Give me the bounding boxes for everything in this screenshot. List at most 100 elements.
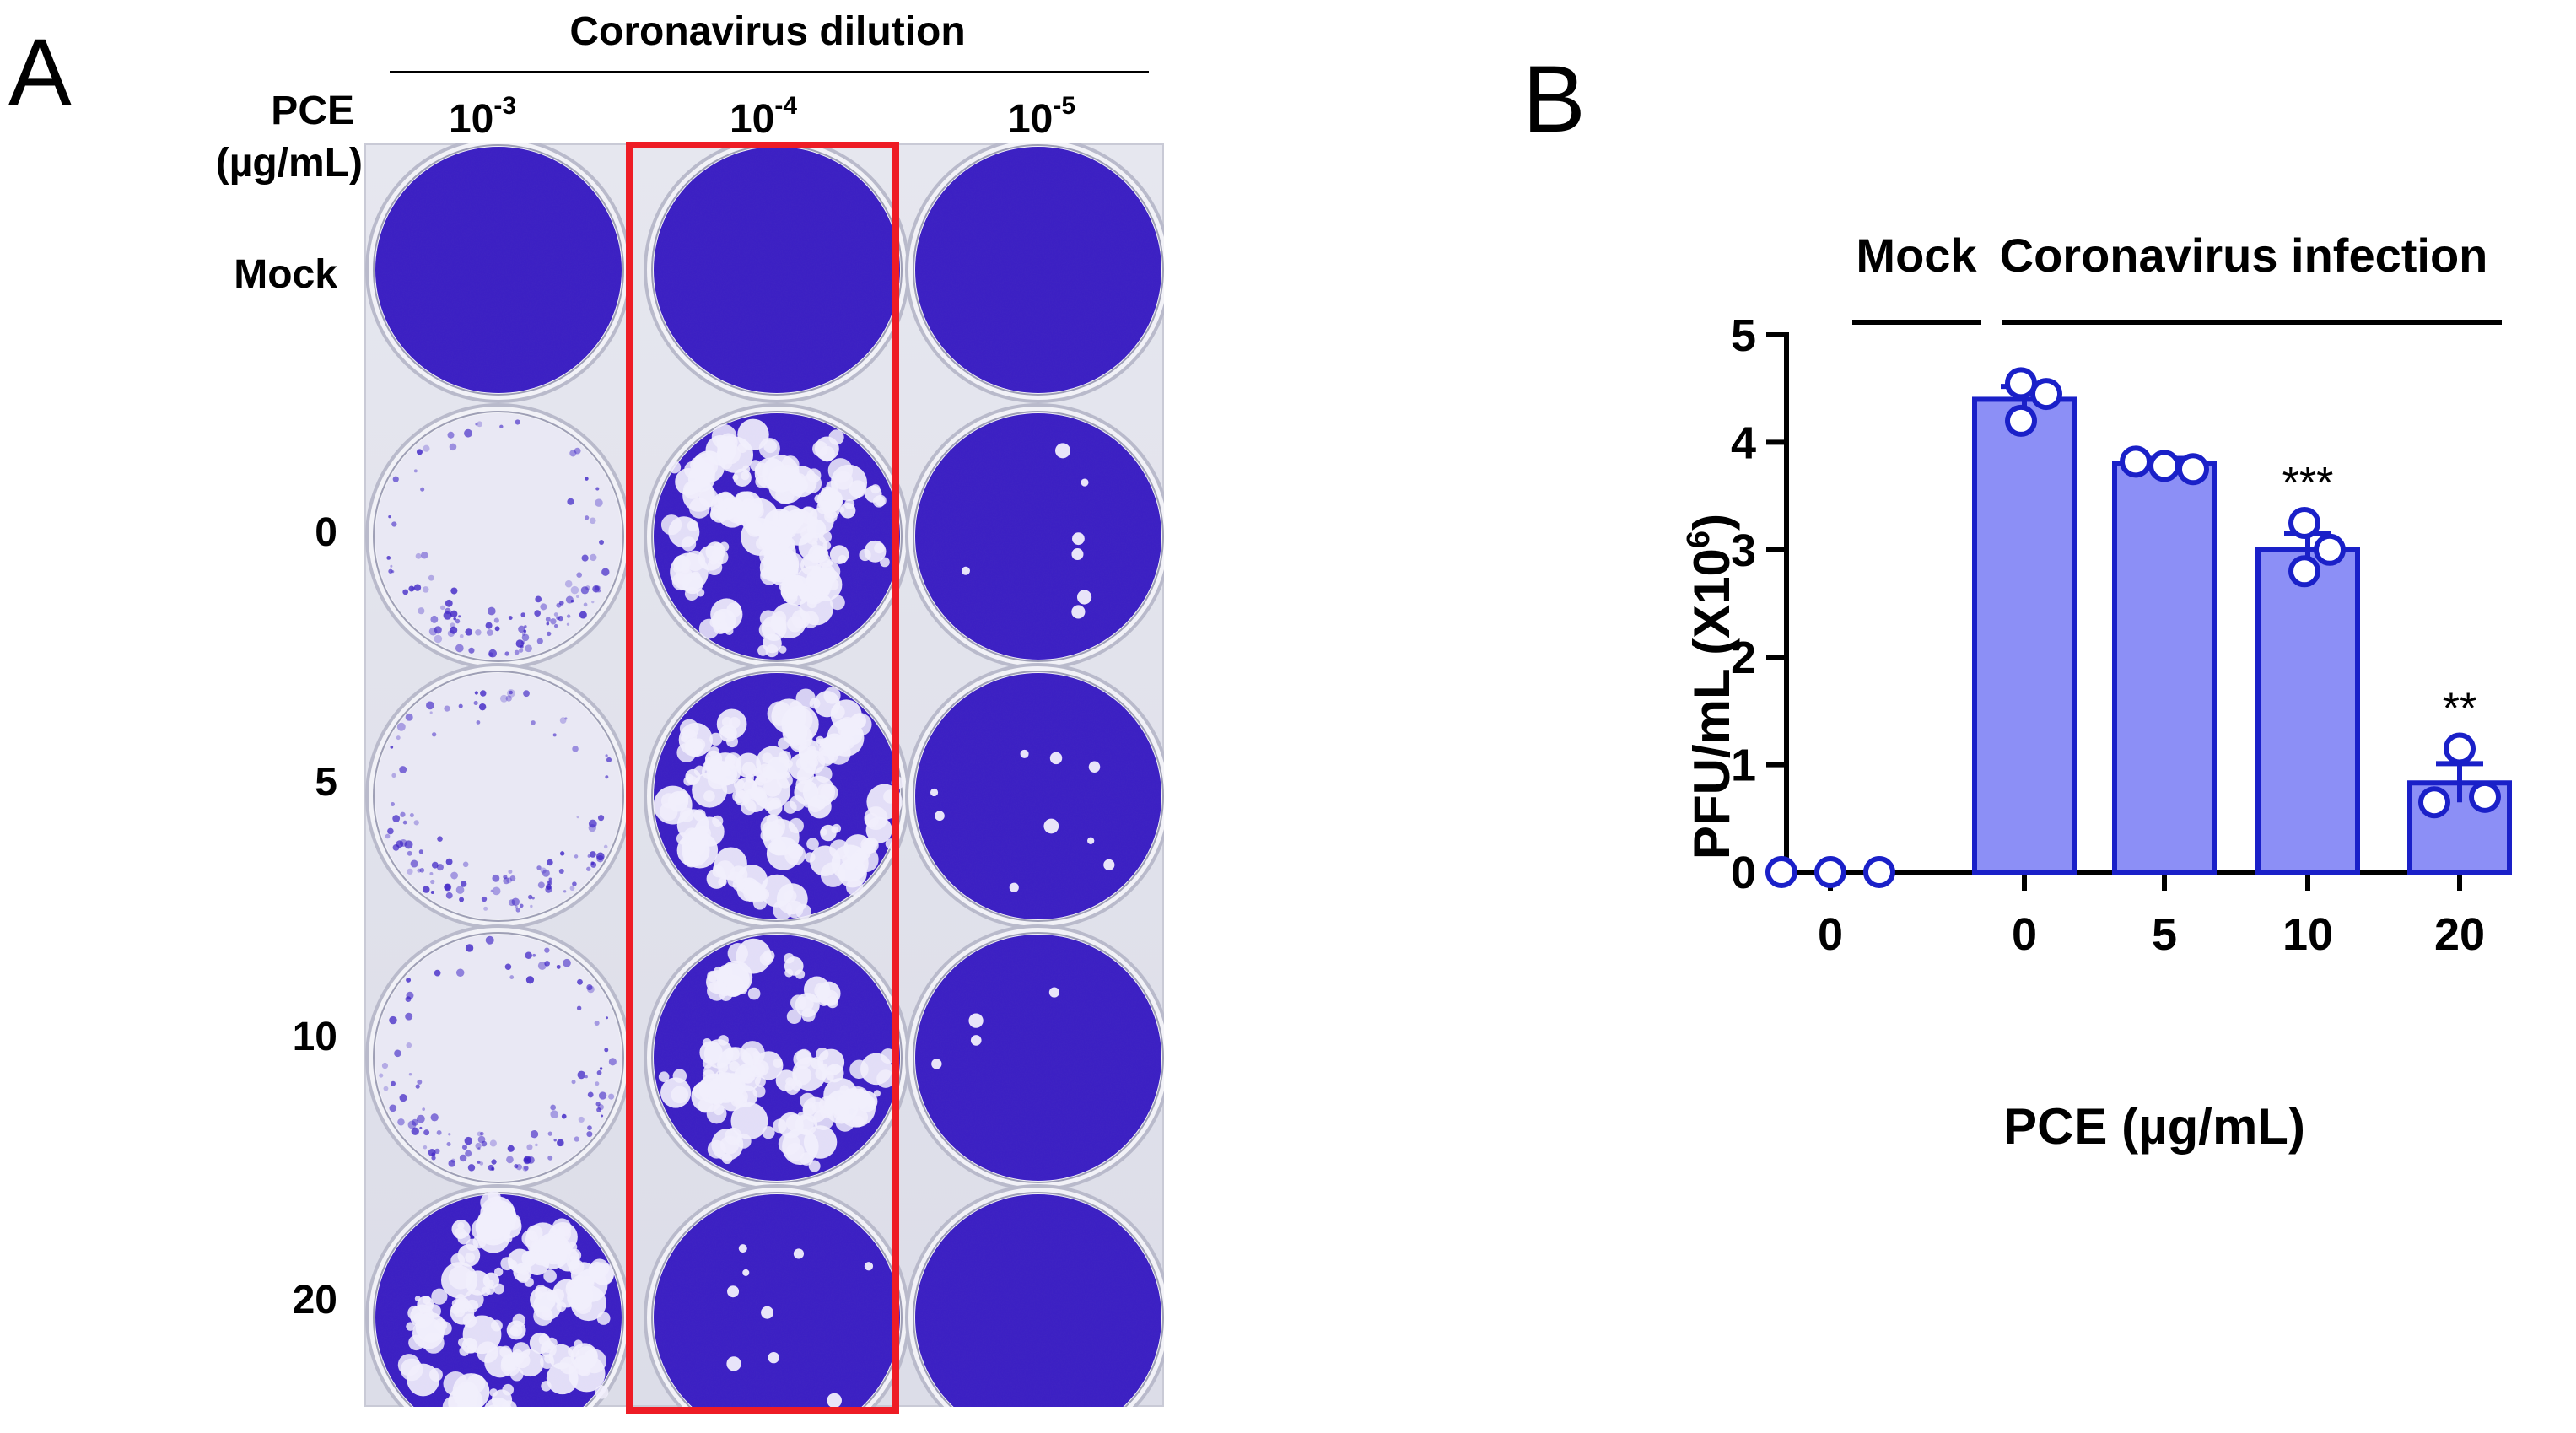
residual-stain	[595, 1081, 600, 1086]
residual-stain	[523, 690, 530, 698]
plaque-lobe	[668, 461, 682, 474]
residual-stain	[556, 964, 561, 969]
x-axis-label: PCE (µg/mL)	[2003, 1098, 2305, 1155]
plaque-lobe	[706, 559, 723, 576]
plaque-lobe	[706, 762, 727, 784]
residual-stain	[490, 889, 494, 893]
residual-stain	[436, 864, 444, 871]
residual-stain	[608, 1093, 615, 1100]
plaque-lobe	[763, 950, 775, 962]
plaque-lobe	[831, 704, 845, 719]
well-inner-rim	[913, 411, 1164, 662]
residual-stain	[550, 1104, 557, 1111]
residual-stain	[430, 1113, 439, 1122]
residual-stain	[413, 820, 419, 826]
residual-stain	[416, 449, 423, 455]
residual-stain	[448, 1160, 456, 1167]
plaque-lobe	[785, 1114, 804, 1132]
plaque-lobe	[733, 510, 749, 526]
plaque-lobe	[509, 1327, 519, 1336]
residual-stain	[492, 886, 501, 896]
plaque	[1020, 749, 1029, 758]
residual-stain	[563, 958, 571, 967]
residual-stain	[519, 648, 524, 653]
residual-stain	[576, 816, 579, 819]
residual-stain	[577, 1070, 586, 1080]
residual-stain	[417, 1079, 423, 1085]
residual-stain	[388, 568, 393, 574]
residual-stain	[422, 886, 430, 893]
residual-stain	[479, 1131, 484, 1136]
well-r2-c2	[644, 403, 910, 670]
residual-stain	[492, 874, 500, 882]
plaque-lobe	[784, 952, 795, 964]
plaque-lobe	[723, 974, 734, 985]
residual-stain	[581, 554, 589, 562]
plaque-lobe	[693, 738, 706, 752]
residual-stain	[462, 861, 469, 868]
residual-stain	[423, 444, 430, 452]
residual-stain	[530, 904, 533, 908]
residual-stain	[450, 610, 458, 618]
residual-stain	[572, 746, 579, 752]
data-point-3-1	[2288, 555, 2320, 588]
plaque-lobe	[763, 541, 773, 551]
plaque-lobe	[786, 561, 797, 571]
residual-stain	[477, 421, 483, 428]
residual-stain	[391, 521, 397, 527]
dilution-base-2: 10	[729, 97, 775, 142]
residual-stain	[429, 872, 434, 875]
plaque-lobe	[568, 1346, 579, 1358]
residual-stain	[459, 897, 465, 902]
residual-stain	[476, 720, 481, 725]
y-tick-label-0: 0	[1731, 848, 1756, 898]
residual-stain	[572, 881, 577, 886]
group-infection-label: Coronavirus infection	[2000, 229, 2488, 282]
plaque	[730, 1102, 768, 1139]
plaque-lobe	[755, 774, 767, 786]
plaque-lobe	[755, 475, 768, 488]
y-axis-label-exp: 6	[1681, 531, 1716, 548]
plaque-lobe	[732, 474, 739, 481]
data-point-3-0	[2288, 506, 2320, 539]
residual-stain	[405, 1012, 413, 1021]
plaque-lobe	[875, 494, 887, 507]
residual-stain	[540, 603, 547, 611]
well-grain	[915, 935, 1161, 1181]
residual-stain	[550, 1110, 559, 1118]
row-label-5: 5	[315, 760, 337, 805]
plaque-lobe	[820, 828, 827, 836]
residual-stain	[453, 617, 456, 621]
residual-stain	[450, 587, 458, 595]
plaque-lobe	[801, 1008, 816, 1022]
plaque-lobe	[808, 1160, 821, 1172]
plaque-lobe	[709, 757, 721, 768]
residual-stain	[560, 851, 565, 856]
plaque-lobe	[501, 1400, 517, 1407]
residual-stain	[459, 633, 464, 638]
plaque	[970, 1035, 982, 1046]
well-r4-c2	[644, 924, 910, 1191]
plaque-lobe	[767, 552, 784, 568]
plaque-lobe	[733, 778, 745, 790]
plaque-lobe	[472, 1235, 487, 1249]
dilution-title: Coronavirus dilution	[569, 9, 966, 54]
significance-4: **	[2443, 684, 2476, 733]
plaque-lobe	[754, 1075, 766, 1087]
residual-stain	[524, 625, 527, 628]
plaque-lobe	[740, 1067, 756, 1084]
residual-stain	[523, 1166, 529, 1171]
residual-stain	[390, 564, 393, 568]
plaque-lobe	[658, 1071, 670, 1082]
plaque-lobe	[758, 438, 780, 460]
residual-stain	[534, 610, 542, 617]
plaque-lobe	[572, 1282, 593, 1304]
residual-stain	[540, 867, 547, 874]
plaque-lobe	[712, 815, 724, 827]
residual-stain	[491, 1159, 497, 1165]
y-axis-label: PFU/mL (X106)	[1681, 514, 1740, 859]
residual-stain	[547, 1155, 553, 1161]
plaque-lobe	[732, 789, 746, 804]
residual-stain	[485, 622, 493, 629]
residual-stain	[590, 851, 596, 858]
